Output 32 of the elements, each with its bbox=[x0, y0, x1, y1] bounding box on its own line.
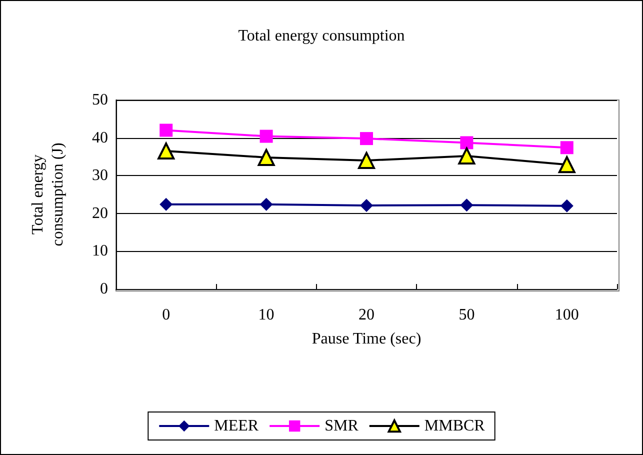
point bbox=[260, 130, 273, 143]
x-tick-label: 0 bbox=[162, 306, 170, 324]
point bbox=[458, 147, 476, 164]
y-tick-label: 30 bbox=[92, 167, 108, 184]
point bbox=[558, 156, 576, 174]
point bbox=[360, 132, 373, 146]
legend-label: SMR bbox=[324, 418, 359, 434]
point bbox=[358, 152, 375, 169]
point bbox=[260, 198, 273, 211]
legend-label: MMBCR bbox=[424, 418, 486, 434]
y-tick-label: 0 bbox=[100, 280, 108, 298]
point bbox=[258, 148, 275, 166]
point bbox=[160, 124, 173, 137]
point bbox=[560, 141, 574, 154]
y-tick-label: 50 bbox=[92, 92, 108, 108]
point bbox=[158, 142, 175, 160]
point bbox=[460, 198, 474, 212]
point bbox=[160, 198, 173, 211]
point bbox=[460, 136, 474, 150]
point bbox=[360, 198, 373, 212]
y-tick-label: 20 bbox=[92, 204, 108, 222]
y-tick-label: 10 bbox=[92, 242, 108, 260]
y-tick-label: 40 bbox=[92, 129, 108, 146]
x-tick-label: 10 bbox=[258, 306, 274, 324]
y-axis-title: Total energy consumption (J) bbox=[30, 142, 66, 246]
x-tick-label: 20 bbox=[358, 306, 374, 324]
x-axis-title: Pause Time (sec) bbox=[312, 330, 422, 348]
x-tick-label: 50 bbox=[458, 306, 475, 324]
chart-title: Total energy consumption bbox=[238, 28, 405, 44]
x-tick-label: 100 bbox=[554, 306, 579, 324]
legend-label: MEER bbox=[214, 418, 259, 434]
point bbox=[560, 199, 574, 212]
